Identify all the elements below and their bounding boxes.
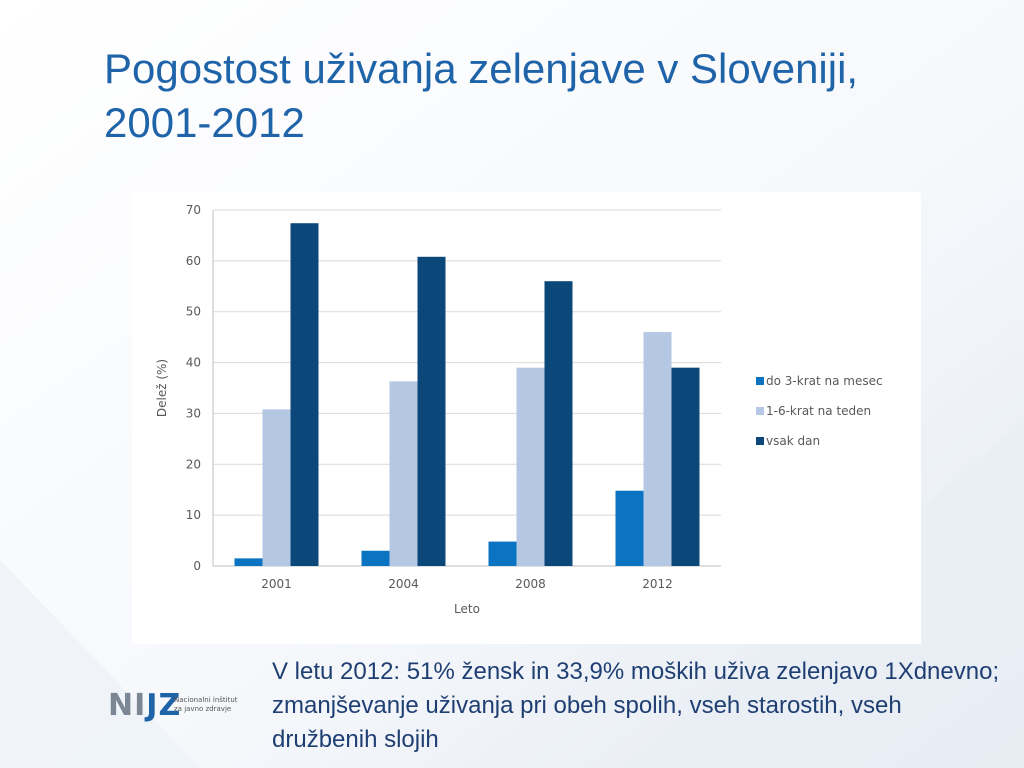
bar-2004-series-2	[417, 256, 446, 566]
y-tick-label: 60	[186, 254, 201, 268]
logo-subtitle-line2: za javno zdravje	[174, 705, 232, 713]
y-tick-label: 70	[186, 203, 201, 217]
legend-label: vsak dan	[766, 434, 820, 448]
legend-swatch	[756, 377, 764, 385]
y-tick-label: 20	[186, 457, 201, 471]
logo-subtitle-line1: Nacionalni inštitut	[174, 696, 238, 704]
x-tick-label: 2008	[515, 577, 546, 591]
slide-title: Pogostost uživanja zelenjave v Sloveniji…	[104, 45, 859, 146]
x-axis-label: Leto	[454, 602, 480, 616]
logo-mark-part1: NI	[108, 688, 147, 723]
x-tick-label: 2001	[261, 577, 292, 591]
bar-2001-series-0	[234, 558, 263, 566]
bar-2004-series-1	[389, 381, 418, 566]
chart-panel: 0 10 20 30 40 50 60 70 2001 2004 2008 2012 Leto Delež…	[132, 192, 921, 644]
y-tick-label: 30	[186, 406, 201, 420]
y-tick-label: 50	[186, 305, 201, 319]
bar-2001-series-2	[290, 223, 319, 567]
legend-swatch	[756, 407, 764, 415]
y-tick-label: 10	[186, 508, 201, 522]
x-tick-label: 2004	[388, 577, 419, 591]
legend-label: 1-6-krat na teden	[766, 404, 871, 418]
slide-caption: V letu 2012: 51% žensk in 33,9% moških u…	[272, 658, 1000, 753]
logo-mark: NIJZ	[108, 686, 181, 726]
x-tick-label: 2012	[642, 577, 673, 591]
bar-2001-series-1	[262, 409, 291, 566]
legend-swatch	[756, 437, 764, 445]
y-axis-label: Delež (%)	[155, 359, 169, 417]
legend-label: do 3-krat na mesec	[766, 374, 883, 388]
nijz-logo: NIJZ Nacionalni inštitut za javno zdravj…	[108, 686, 268, 730]
bar-2012-series-0	[615, 490, 644, 566]
bar-2012-series-2	[671, 367, 700, 566]
y-tick-label: 0	[193, 559, 201, 573]
bar-2008-series-1	[516, 367, 545, 566]
y-tick-label: 40	[186, 356, 201, 370]
bar-2004-series-0	[361, 550, 390, 566]
bar-chart: 0 10 20 30 40 50 60 70 2001 2004 2008 2012 Leto Delež…	[155, 203, 883, 616]
bar-2012-series-1	[643, 332, 672, 566]
bar-2008-series-0	[488, 541, 517, 566]
logo-subtitle: Nacionalni inštitut za javno zdravje	[174, 696, 274, 714]
logo-mark-part2: JZ	[146, 688, 182, 723]
bar-2008-series-2	[544, 281, 573, 566]
